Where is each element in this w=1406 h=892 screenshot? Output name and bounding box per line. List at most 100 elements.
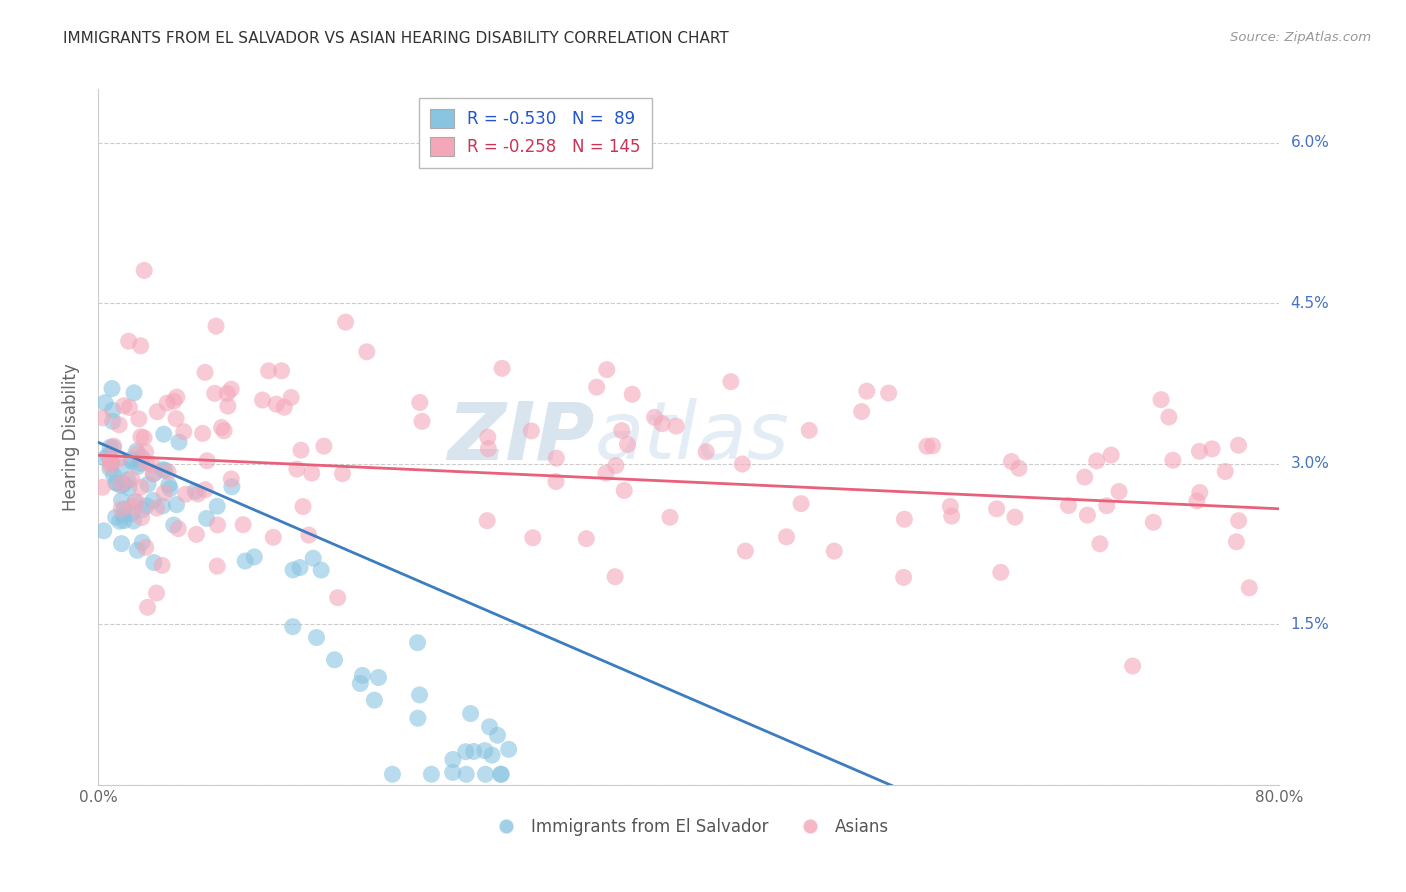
Point <box>486 728 509 742</box>
Point <box>101 403 124 417</box>
Point <box>790 497 813 511</box>
Point <box>211 420 233 434</box>
Point <box>153 463 176 477</box>
Point <box>112 508 135 523</box>
Point <box>124 495 146 509</box>
Point <box>381 767 404 781</box>
Point <box>184 484 207 499</box>
Point <box>165 411 187 425</box>
Point <box>110 493 132 508</box>
Point <box>195 511 218 525</box>
Point <box>491 767 513 781</box>
Point <box>252 392 274 407</box>
Point <box>441 752 464 766</box>
Point <box>141 458 163 472</box>
Point <box>94 451 117 466</box>
Point <box>986 501 1008 516</box>
Point <box>108 451 131 466</box>
Point <box>122 385 145 400</box>
Point <box>585 380 607 394</box>
Point <box>91 480 114 494</box>
Text: 4.5%: 4.5% <box>1291 296 1329 310</box>
Point <box>98 441 121 455</box>
Point <box>349 676 371 690</box>
Point <box>616 437 638 451</box>
Point <box>273 401 295 415</box>
Point <box>146 405 169 419</box>
Point <box>135 455 157 469</box>
Text: atlas: atlas <box>595 398 789 476</box>
Point <box>1085 454 1108 468</box>
Point <box>1122 659 1144 673</box>
Point <box>1076 508 1098 522</box>
Point <box>298 528 321 542</box>
Point <box>103 439 125 453</box>
Point <box>915 439 938 453</box>
Point <box>312 439 335 453</box>
Point <box>100 454 122 468</box>
Point <box>128 412 150 426</box>
Point <box>217 386 239 401</box>
Point <box>205 559 228 574</box>
Point <box>136 600 159 615</box>
Point <box>290 443 312 458</box>
Point <box>605 458 627 473</box>
Point <box>1073 470 1095 484</box>
Point <box>167 435 190 450</box>
Point <box>135 445 157 459</box>
Point <box>280 391 302 405</box>
Point <box>1225 534 1247 549</box>
Point <box>281 620 304 634</box>
Point <box>520 424 543 438</box>
Point <box>156 396 179 410</box>
Point <box>166 390 188 404</box>
Point <box>621 387 644 401</box>
Point <box>112 399 135 413</box>
Point <box>131 510 153 524</box>
Point <box>121 507 143 521</box>
Point <box>221 480 243 494</box>
Point <box>108 514 131 528</box>
Point <box>135 541 157 555</box>
Point <box>97 449 120 463</box>
Point <box>110 502 132 516</box>
Point <box>546 451 568 466</box>
Point <box>101 382 124 396</box>
Text: 6.0%: 6.0% <box>1291 136 1330 150</box>
Point <box>335 315 357 329</box>
Point <box>166 498 188 512</box>
Point <box>152 427 174 442</box>
Point <box>152 463 174 477</box>
Text: Source: ZipAtlas.com: Source: ZipAtlas.com <box>1230 31 1371 45</box>
Point <box>194 483 217 497</box>
Point <box>1227 438 1250 452</box>
Point <box>117 473 139 487</box>
Point <box>1157 409 1180 424</box>
Point <box>734 544 756 558</box>
Point <box>363 693 385 707</box>
Point <box>194 365 217 379</box>
Point <box>205 500 228 514</box>
Point <box>98 461 121 475</box>
Point <box>136 477 159 491</box>
Point <box>204 386 226 401</box>
Point <box>475 514 498 528</box>
Point <box>477 430 499 444</box>
Point <box>522 531 544 545</box>
Point <box>1227 514 1250 528</box>
Point <box>118 481 141 495</box>
Point <box>420 767 443 781</box>
Point <box>855 384 877 399</box>
Point <box>167 522 190 536</box>
Point <box>219 382 242 396</box>
Point <box>454 745 477 759</box>
Point <box>129 430 152 444</box>
Point <box>474 767 496 781</box>
Point <box>233 554 256 568</box>
Point <box>152 499 174 513</box>
Point <box>478 720 501 734</box>
Point <box>1150 392 1173 407</box>
Point <box>121 500 143 514</box>
Point <box>110 476 132 491</box>
Point <box>118 401 141 415</box>
